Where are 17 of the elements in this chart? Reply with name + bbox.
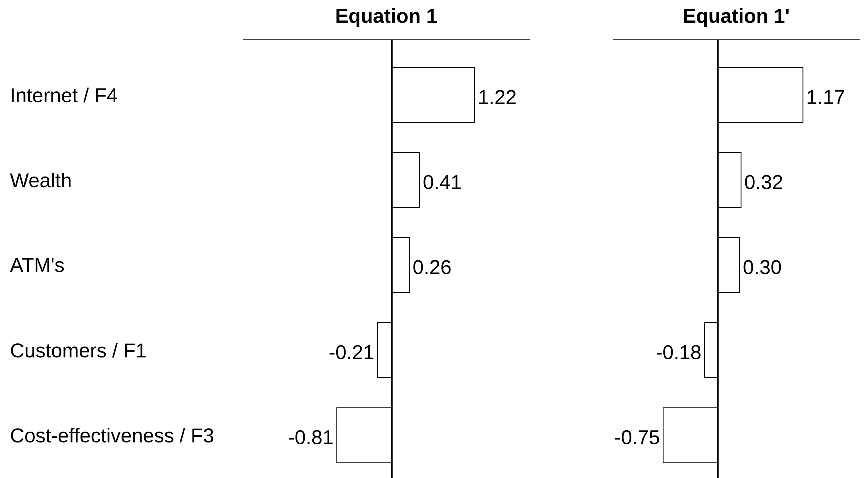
data-label: -0.75 xyxy=(616,430,660,445)
y-tick-label: Customers / F1 xyxy=(11,343,146,358)
data-label: 1.22 xyxy=(480,90,516,104)
y-tick-label: Cost-effectiveness / F3 xyxy=(11,428,214,443)
chart-title: Equation 1 xyxy=(336,8,438,28)
y-tick-label: ATM's xyxy=(10,258,64,272)
data-label: -0.81 xyxy=(289,430,333,445)
data-label: 0.30 xyxy=(744,260,782,274)
data-label: 0.32 xyxy=(745,175,782,190)
y-tick-label: Wealth xyxy=(10,172,71,188)
data-label: 1.17 xyxy=(808,90,844,104)
chart-title: Equation 1' xyxy=(684,8,789,28)
data-label: -0.21 xyxy=(330,345,374,360)
data-label: 0.41 xyxy=(424,175,461,190)
data-label: 0.26 xyxy=(414,260,451,274)
y-tick-label: Internet / F4 xyxy=(12,88,118,103)
data-label: -0.18 xyxy=(657,345,701,360)
